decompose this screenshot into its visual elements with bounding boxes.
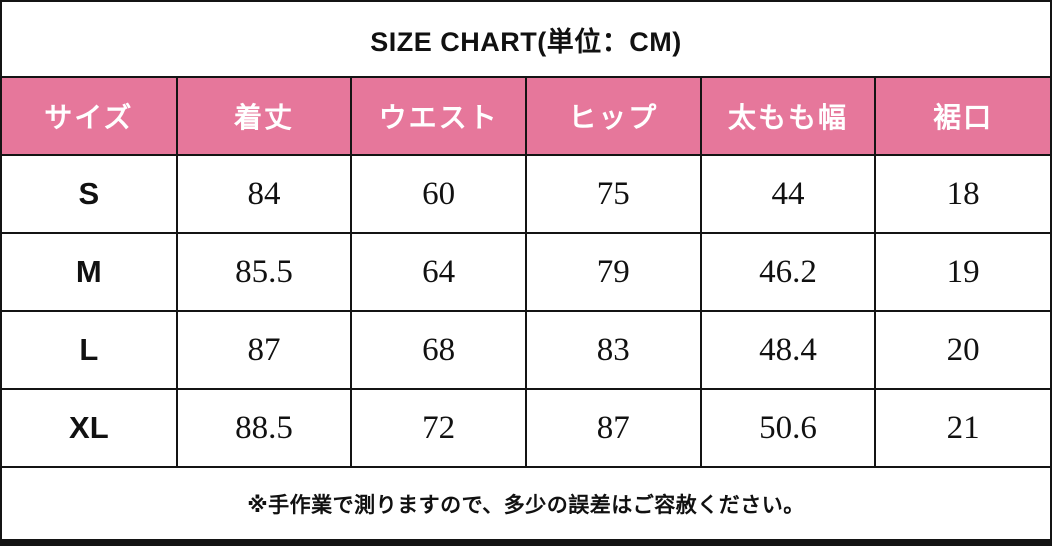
size-table: サイズ 着丈 ウエスト ヒップ 太もも幅 裾口 S 84 60 75 44 18… [2,76,1050,539]
chart-title: SIZE CHART(単位：CM) [370,26,682,57]
value-cell: 87 [175,310,353,390]
value-cell: 68 [350,310,527,390]
value-cell: 44 [699,154,877,234]
size-label: L [2,310,178,390]
value-cell: 87 [524,388,702,468]
value-cell: 88.5 [175,388,353,468]
size-label: S [2,154,178,234]
header-size: サイズ [2,76,178,156]
measurement-note: ※手作業で測りますので、多少の誤差はご容赦ください。 [2,466,1050,539]
size-label: M [2,232,178,312]
value-cell: 46.2 [699,232,877,312]
value-cell: 79 [524,232,702,312]
table-row-s: S 84 60 75 44 18 [2,154,1050,234]
value-cell: 60 [350,154,527,234]
footer-row: ※手作業で測りますので、多少の誤差はご容赦ください。 [2,466,1050,539]
value-cell: 85.5 [175,232,353,312]
value-cell: 21 [874,388,1050,468]
header-length: 着丈 [175,76,353,156]
value-cell: 84 [175,154,353,234]
header-waist: ウエスト [350,76,527,156]
value-cell: 64 [350,232,527,312]
table-row-xl: XL 88.5 72 87 50.6 21 [2,388,1050,468]
header-hem: 裾口 [874,76,1050,156]
table-row-l: L 87 68 83 48.4 20 [2,310,1050,390]
value-cell: 83 [524,310,702,390]
value-cell: 20 [874,310,1050,390]
value-cell: 19 [874,232,1050,312]
value-cell: 50.6 [699,388,877,468]
size-label: XL [2,388,178,468]
value-cell: 18 [874,154,1050,234]
value-cell: 48.4 [699,310,877,390]
value-cell: 72 [350,388,527,468]
header-thigh: 太もも幅 [699,76,877,156]
header-hip: ヒップ [524,76,702,156]
header-row: サイズ 着丈 ウエスト ヒップ 太もも幅 裾口 [2,76,1050,156]
value-cell: 75 [524,154,702,234]
table-row-m: M 85.5 64 79 46.2 19 [2,232,1050,312]
